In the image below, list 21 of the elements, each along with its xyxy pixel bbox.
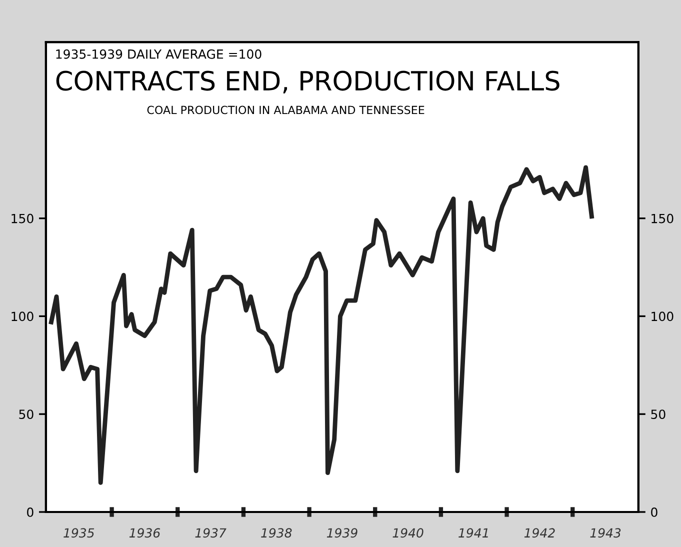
x-tick-label: 1942 [524, 528, 555, 538]
y-tick-label: 150 [12, 214, 34, 224]
y2-tick-label: 50 [651, 410, 666, 420]
y-tick-label: 100 [12, 312, 34, 322]
y-tick-label: 0 [27, 507, 34, 517]
text: CONTRACTS END, PRODUCTION FALLS [56, 70, 560, 94]
x-tick-label: 1941 [458, 528, 488, 538]
x-tick-label: 1938 [261, 528, 292, 538]
line-series [49, 165, 594, 485]
x-tick-label: 1936 [129, 528, 160, 538]
x-tick-label: 1935 [64, 528, 94, 538]
y-tick-label: 50 [19, 410, 34, 420]
y2-tick-label: 0 [651, 507, 658, 517]
y2-tick-label: 100 [652, 312, 674, 322]
x-tick-label: 1939 [326, 528, 358, 538]
x-tick-label: 1937 [195, 528, 226, 538]
y2-tick-label: 150 [652, 214, 674, 224]
x-tick-label: 1943 [590, 528, 621, 538]
text: COAL PRODUCTION IN ALABAMA AND TENNESSEE [147, 106, 424, 114]
x-tick-label: 1940 [392, 528, 424, 538]
annotation: 1935-1939 DAILY AVERAGE =100 [56, 49, 262, 59]
